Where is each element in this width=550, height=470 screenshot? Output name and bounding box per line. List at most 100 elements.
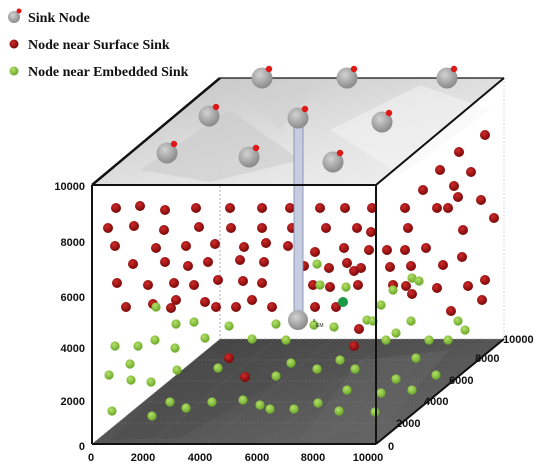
embedded-node [172,365,182,375]
embedded-node [350,364,360,374]
sink-node-tip [385,109,393,117]
embedded-node [376,300,386,310]
surface-node [476,195,486,205]
embedded-node [431,370,441,380]
surface-node [489,213,499,223]
floor-plane [92,339,504,444]
embedded-node [126,375,136,385]
surface-node [432,203,442,213]
surface-node [310,302,320,312]
y-tick-label: 4000 [424,396,448,408]
surface-node [454,147,464,157]
legend-sink-label: Sink Node [28,11,90,26]
legend-surface-label: Node near Surface Sink [28,38,170,53]
sink-node [238,146,260,168]
sink-node [287,107,309,129]
surface-node [194,222,204,232]
embedded-node [342,385,352,395]
surface-node [385,262,395,272]
surface-node [257,223,267,233]
embedded-node [150,335,160,345]
sink-node-tip [350,65,358,73]
legend-embedded-item: Node near Embedded Sink [9,65,189,80]
surface-node [183,261,193,271]
surface-node [267,302,277,312]
embedded-node [381,335,391,345]
surface-node [466,167,476,177]
surface-node [457,252,467,262]
legend-embedded-icon [9,66,19,76]
x-tick-label: 8000 [301,452,325,464]
surface-node [366,227,376,237]
surface-node [400,203,410,213]
embedded-node [147,411,157,421]
embedded-node [407,385,417,395]
surface-node [231,302,241,312]
legend-sink-item: Sink Node [8,8,90,26]
embedded-node [334,406,344,416]
embedded-node [391,374,401,384]
surface-node [443,203,453,213]
embedded-node [171,319,181,329]
embedded-node [207,397,217,407]
z-tick-label: 4000 [61,343,85,355]
surface-node [226,223,236,233]
embedded-node [271,371,281,381]
surface-node [143,280,153,290]
surface-node [171,295,181,305]
x-tick-label: 4000 [188,452,212,464]
surface-node [349,341,359,351]
surface-node [340,203,350,213]
embedded-node [165,397,175,407]
embedded-node [255,400,265,410]
surface-node [446,306,456,316]
surface-node [401,281,411,291]
embedded-node [170,343,180,353]
embedded-node [133,341,143,351]
surface-node [166,303,176,313]
embedded-node-group [104,259,470,421]
y-tick-label: 2000 [396,418,420,430]
sink-node [322,151,344,173]
surface-node [308,280,318,290]
z-axis: 10000 8000 6000 4000 2000 0 [54,181,85,453]
legend-sink-icon-tip [16,8,22,14]
surface-node [352,223,362,233]
sink-node [156,142,178,164]
y-tick-label: 6000 [449,375,473,387]
surface-node [342,258,352,268]
surface-node [200,297,210,307]
surface-node [354,324,364,334]
surface-node [463,281,473,291]
embedded-node [453,316,463,326]
embedded-node [146,377,156,387]
surface-node [257,203,267,213]
surface-node [189,280,199,290]
surface-node [211,302,221,312]
embedded-node [200,333,210,343]
surface-node [121,302,131,312]
surface-node [407,289,417,299]
legend-surface-icon [9,39,19,49]
x-axis: 0 2000 4000 6000 8000 10000 [88,452,383,464]
embedded-node [181,403,191,413]
surface-node [160,205,170,215]
surface-node [458,225,468,235]
legend-surface-item: Node near Surface Sink [9,38,170,53]
embedded-node [329,322,339,332]
embedded-node [247,334,257,344]
embedded-node [313,398,323,408]
surface-node [257,278,267,288]
embedded-node [281,335,291,345]
surface-node [151,243,161,253]
embedded-node [110,341,120,351]
surface-node [235,255,245,265]
embedded-node [312,259,322,269]
embedded-sink-tube [293,117,304,319]
embedded-node [189,317,199,327]
embedded-sink-marker [338,297,348,307]
sink-node-tip [450,65,458,73]
sink-node-tip [252,144,260,152]
surface-node [418,185,428,195]
embedded-node [309,320,319,330]
